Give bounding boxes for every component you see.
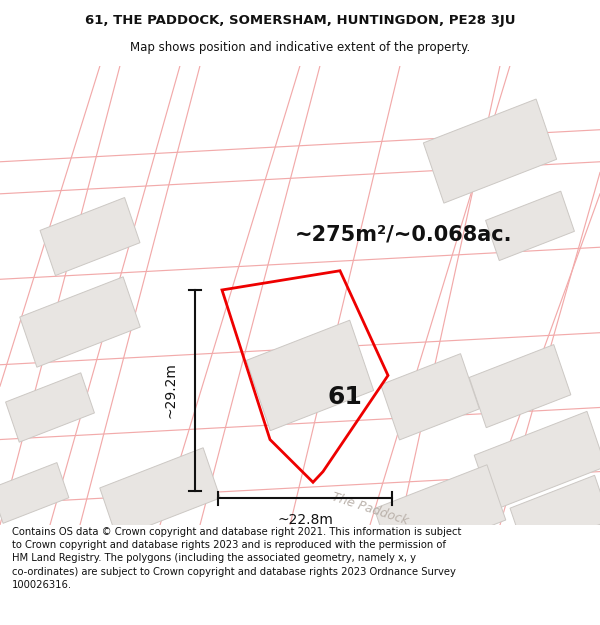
Polygon shape	[20, 277, 140, 368]
Polygon shape	[380, 354, 479, 440]
Text: ~22.8m: ~22.8m	[277, 512, 333, 527]
Text: ~275m²/~0.068ac.: ~275m²/~0.068ac.	[295, 224, 512, 244]
Text: ~29.2m: ~29.2m	[163, 362, 177, 418]
Polygon shape	[5, 372, 94, 442]
Polygon shape	[424, 99, 557, 203]
Polygon shape	[247, 320, 374, 431]
Text: Contains OS data © Crown copyright and database right 2021. This information is : Contains OS data © Crown copyright and d…	[12, 527, 461, 590]
Text: 61, THE PADDOCK, SOMERSHAM, HUNTINGDON, PE28 3JU: 61, THE PADDOCK, SOMERSHAM, HUNTINGDON, …	[85, 14, 515, 28]
Polygon shape	[374, 465, 506, 564]
Polygon shape	[510, 475, 600, 553]
Polygon shape	[40, 198, 140, 276]
Polygon shape	[469, 344, 571, 428]
Text: The Paddock: The Paddock	[330, 491, 410, 528]
Polygon shape	[0, 462, 69, 523]
Text: Map shows position and indicative extent of the property.: Map shows position and indicative extent…	[130, 41, 470, 54]
Polygon shape	[485, 191, 574, 261]
Polygon shape	[100, 448, 220, 538]
Text: 61: 61	[328, 385, 362, 409]
Polygon shape	[474, 411, 600, 511]
